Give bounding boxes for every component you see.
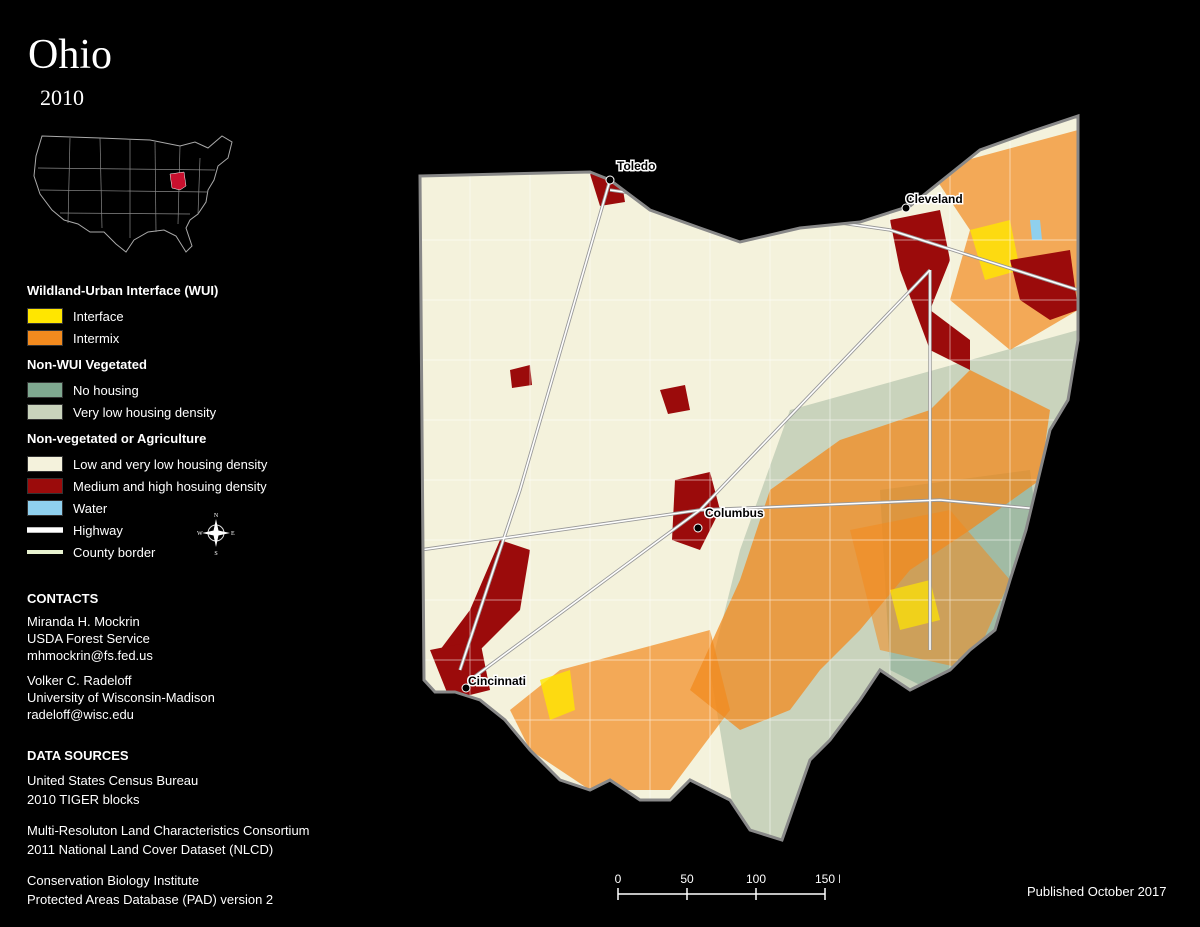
data-sources: DATA SOURCES United States Census Bureau… — [27, 746, 310, 909]
source-line: Conservation Biology Institute — [27, 873, 199, 888]
legend-item-high-density: Medium and high hosuing density — [27, 475, 367, 497]
city-marker — [605, 175, 615, 185]
contact-org: University of Wisconsin-Madison — [27, 690, 215, 705]
city-label: Columbus — [705, 506, 764, 520]
legend-label: Water — [73, 500, 108, 516]
legend-label: County border — [73, 544, 156, 560]
source-line: 2010 TIGER blocks — [27, 792, 140, 807]
county-line-swatch — [27, 550, 63, 554]
legend-item-interface: Interface — [27, 305, 367, 327]
source-entry: United States Census Bureau 2010 TIGER b… — [27, 771, 310, 809]
highway-line-swatch — [27, 527, 63, 533]
published-date: Published October 2017 — [1027, 884, 1167, 899]
city-marker — [693, 523, 703, 533]
contact-email[interactable]: radeloff@wisc.edu — [27, 707, 134, 722]
contacts: CONTACTS Miranda H. Mockrin USDA Forest … — [27, 590, 215, 731]
contact-org: USDA Forest Service — [27, 631, 150, 646]
scale-bar: 0 50 100 150 km — [615, 872, 840, 900]
us-locator-map — [33, 135, 233, 253]
urban-dayton — [440, 540, 530, 670]
legend-swatch — [27, 308, 63, 324]
source-line: 2011 National Land Cover Dataset (NLCD) — [27, 842, 274, 857]
scale-tick-label: 50 — [680, 872, 694, 886]
legend-heading: Non-vegetated or Agriculture — [27, 431, 207, 446]
intermix-area-sw — [510, 630, 730, 790]
legend-swatch — [27, 330, 63, 346]
contact-1: Miranda H. Mockrin USDA Forest Service m… — [27, 613, 215, 664]
compass-n: N — [214, 513, 219, 519]
city-label: Toledo — [617, 159, 655, 173]
source-line: Protected Areas Database (PAD) version 2 — [27, 892, 274, 907]
legend-label: Highway — [73, 522, 123, 538]
city-label: Cincinnati — [468, 674, 526, 688]
contact-2: Volker C. Radeloff University of Wiscons… — [27, 672, 215, 723]
legend-group-non-wui: Non-WUI Vegetated No housing Very low ho… — [27, 357, 367, 423]
city-columbus[interactable]: Columbus — [693, 505, 765, 533]
source-entry: Conservation Biology Institute Protected… — [27, 871, 310, 909]
legend-label: Interface — [73, 308, 124, 324]
legend-item-county-border: County border — [27, 541, 367, 563]
compass-s: S — [214, 551, 217, 556]
compass-e: E — [231, 531, 235, 537]
legend-item-water: Water — [27, 497, 367, 519]
contact-name: Volker C. Radeloff — [27, 673, 132, 688]
legend-label: Intermix — [73, 330, 120, 346]
legend-swatch — [27, 404, 63, 420]
city-marker — [901, 203, 911, 213]
legend-heading: Non-WUI Vegetated — [27, 357, 147, 372]
scale-tick-label: 150 km — [815, 872, 840, 886]
ohio-highlight — [169, 171, 187, 191]
data-sources-heading: DATA SOURCES — [27, 748, 129, 763]
city-toledo[interactable]: Toledo — [605, 158, 657, 185]
legend-group-non-vegetated: Non-vegetated or Agriculture Low and ver… — [27, 431, 367, 563]
legend: Wildland-Urban Interface (WUI) Interface… — [27, 283, 367, 563]
legend-item-intermix: Intermix — [27, 327, 367, 349]
source-entry: Multi-Resoluton Land Characteristics Con… — [27, 821, 310, 859]
scale-tick-label: 0 — [615, 872, 622, 886]
interface-area — [890, 580, 940, 630]
us-outline — [33, 135, 233, 253]
map-title: Ohio — [28, 32, 112, 78]
compass-w: W — [197, 531, 203, 537]
urban-lima — [510, 365, 532, 388]
legend-heading: Wildland-Urban Interface (WUI) — [27, 283, 219, 298]
contacts-heading: CONTACTS — [27, 591, 99, 606]
legend-label: Very low housing density — [73, 404, 217, 420]
city-cincinnati[interactable]: Cincinnati — [461, 673, 528, 693]
city-cleveland[interactable]: Cleveland — [901, 191, 964, 213]
interface-area — [540, 670, 575, 720]
contact-email[interactable]: mhmockrin@fs.fed.us — [27, 648, 153, 663]
interface-area — [970, 220, 1020, 280]
legend-item-low-density: Low and very low housing density — [27, 453, 367, 475]
water-lake — [710, 215, 746, 232]
contact-name: Miranda H. Mockrin — [27, 614, 140, 629]
legend-label: Low and very low housing density — [73, 456, 268, 472]
legend-item-very-low: Very low housing density — [27, 401, 367, 423]
us-state-lines — [37, 137, 216, 238]
water-reservoir — [1030, 220, 1042, 240]
legend-swatch — [27, 382, 63, 398]
urban-mansfield — [660, 385, 690, 414]
legend-swatch — [27, 500, 63, 516]
legend-label: Medium and high hosuing density — [73, 478, 267, 494]
legend-item-no-housing: No housing — [27, 379, 367, 401]
city-label: Cleveland — [906, 192, 963, 206]
legend-group-wui: Wildland-Urban Interface (WUI) Interface… — [27, 283, 367, 349]
legend-label: No housing — [73, 382, 139, 398]
compass-rose: N S W E — [197, 513, 235, 556]
source-line: United States Census Bureau — [27, 773, 199, 788]
urban-akron-youngstown — [1010, 250, 1078, 320]
scale-tick-label: 100 — [746, 872, 766, 886]
ohio-map[interactable]: Toledo Cleveland Columbus Cincinnati — [410, 110, 1090, 850]
map-year: 2010 — [40, 85, 84, 110]
source-line: Multi-Resoluton Land Characteristics Con… — [27, 823, 310, 838]
legend-swatch — [27, 478, 63, 494]
city-marker — [461, 683, 471, 693]
legend-item-highway: Highway — [27, 519, 367, 541]
legend-swatch — [27, 456, 63, 472]
